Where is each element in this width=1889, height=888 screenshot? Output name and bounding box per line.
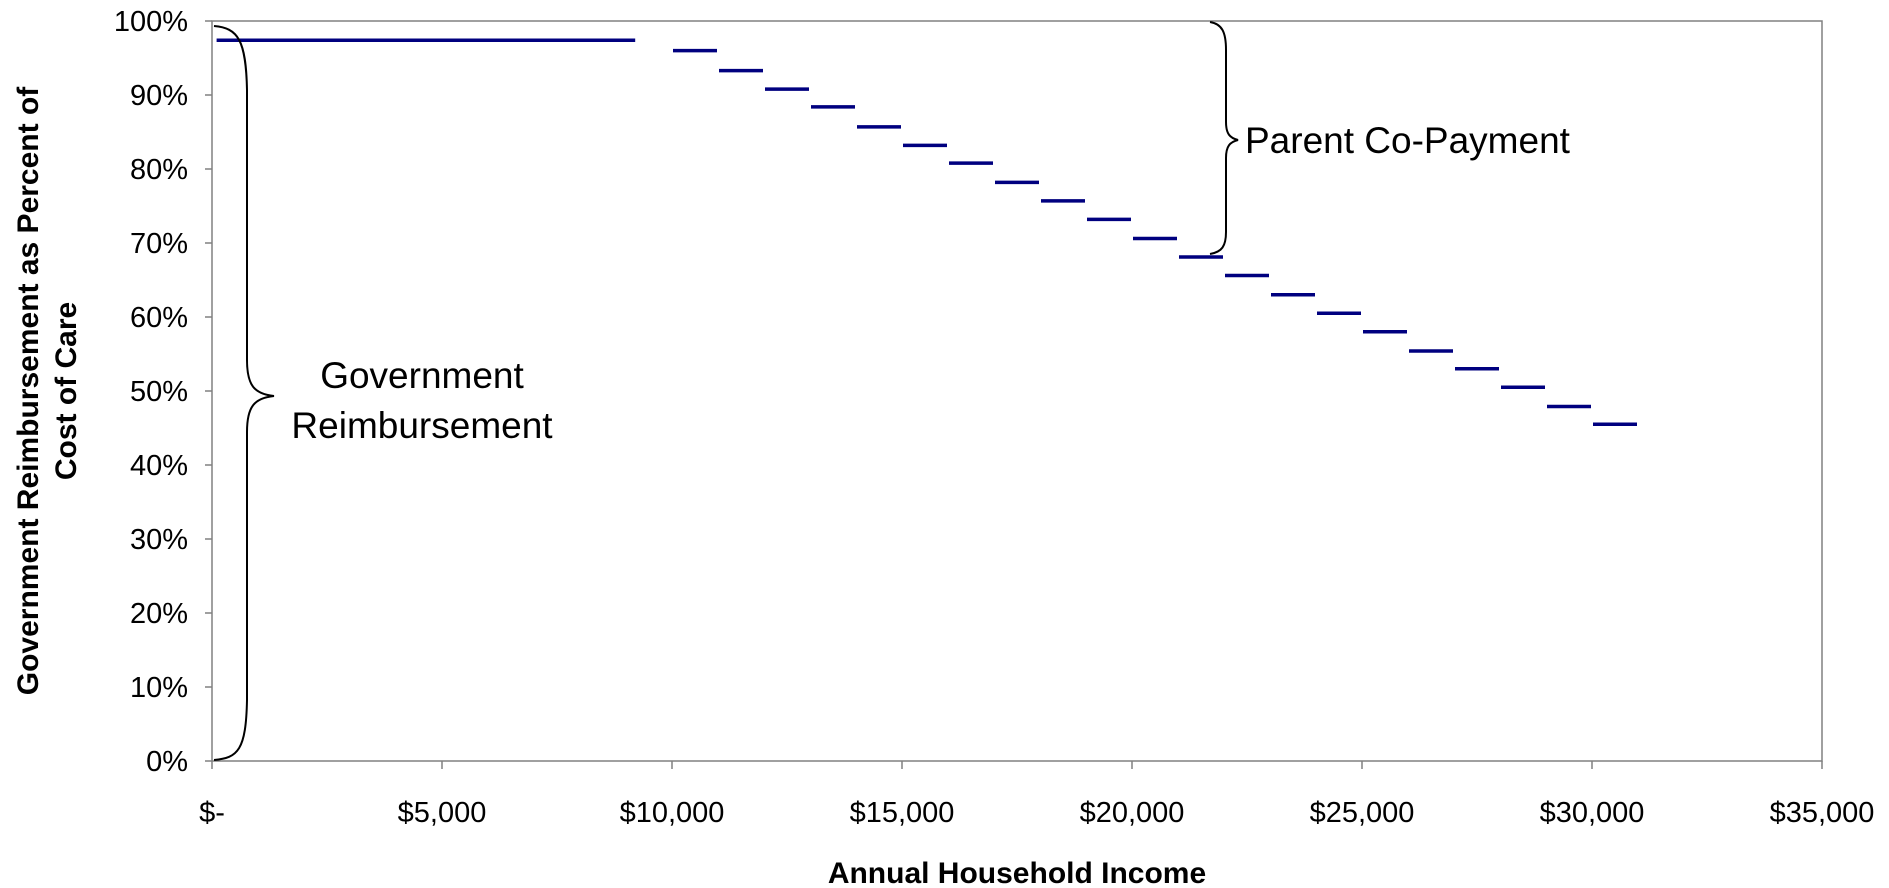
y-tick-label: 100% xyxy=(114,6,188,38)
x-tick-label: $25,000 xyxy=(1310,797,1415,829)
y-tick-label: 80% xyxy=(130,154,188,186)
y-tick-label: 60% xyxy=(130,302,188,334)
x-axis-ticks: $- $5,000 $10,000 $15,000 $20,000 $25,000 $30,… xyxy=(199,761,1874,829)
x-tick-label: $5,000 xyxy=(398,797,487,829)
government-reimbursement-label-line2: Reimbursement xyxy=(291,405,553,446)
x-tick-label: $10,000 xyxy=(620,797,725,829)
data-series xyxy=(216,38,1637,427)
y-tick-label: 30% xyxy=(130,524,188,556)
y-tick-label: 40% xyxy=(130,450,188,482)
y-axis-title-line1: Government Reimbursement as Percent of xyxy=(12,86,45,696)
y-tick-label: 10% xyxy=(130,672,188,704)
x-tick-label: $30,000 xyxy=(1540,797,1645,829)
x-tick-label: $15,000 xyxy=(850,797,955,829)
parent-co-payment-brace xyxy=(1209,21,1239,255)
x-axis-title: Annual Household Income xyxy=(828,857,1206,888)
government-reimbursement-label-line1: Government xyxy=(320,355,524,396)
y-tick-label: 0% xyxy=(146,746,188,778)
y-axis-title-line2: Cost of Care xyxy=(50,302,83,480)
plot-area xyxy=(211,20,1823,762)
y-axis-ticks: 0% 10% 20% 30% 40% 50% 60% 70% 80% 90% 100% xyxy=(114,6,212,778)
x-tick-label: $35,000 xyxy=(1770,797,1875,829)
x-tick-label: $- xyxy=(199,797,225,829)
y-tick-label: 90% xyxy=(130,80,188,112)
government-reimbursement-brace xyxy=(213,25,275,761)
x-tick-label: $20,000 xyxy=(1080,797,1185,829)
y-axis-title: Government Reimbursement as Percent of C… xyxy=(12,86,83,696)
y-tick-label: 50% xyxy=(130,376,188,408)
parent-co-payment-label: Parent Co-Payment xyxy=(1245,120,1571,161)
y-tick-label: 20% xyxy=(130,598,188,630)
y-tick-label: 70% xyxy=(130,228,188,260)
